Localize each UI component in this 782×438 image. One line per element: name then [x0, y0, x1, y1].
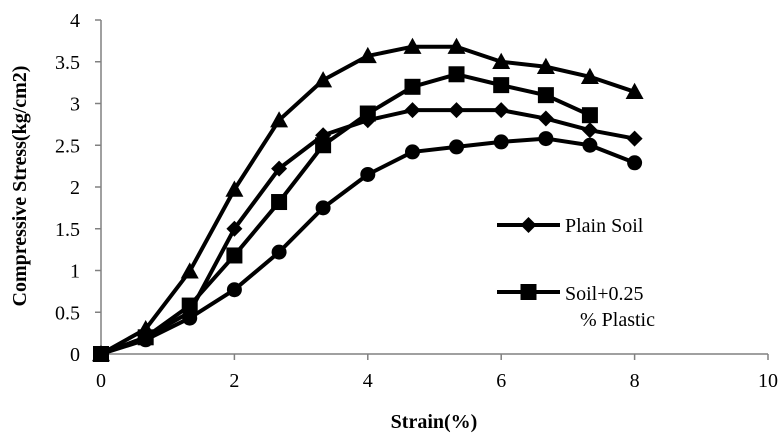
circle-marker [627, 155, 643, 171]
circle-marker [271, 244, 287, 260]
triangle-marker [180, 262, 199, 279]
legend: Plain Soil Soil+0.25 % Plastic [497, 215, 655, 331]
circle-marker [182, 310, 198, 326]
triangle-marker [314, 71, 333, 88]
triangle-marker [136, 319, 155, 337]
triangle-marker [403, 37, 422, 54]
legend-label-line: Soil+0.25 [565, 283, 644, 305]
circle-marker [360, 166, 376, 182]
y-tick-label: 0.5 [55, 302, 80, 324]
triangle-marker [580, 67, 599, 84]
series-line [99, 72, 592, 356]
diamond-marker [493, 102, 510, 119]
square-marker [271, 194, 288, 211]
series-layer [92, 37, 644, 362]
square-marker [520, 284, 537, 300]
square-marker [359, 105, 376, 122]
y-tick-label: 3.5 [55, 52, 80, 74]
circle-marker [449, 139, 465, 155]
y-tick-label: 2.5 [55, 135, 80, 157]
diamond-marker [448, 102, 465, 119]
circle-marker [538, 131, 554, 147]
diamond-marker [581, 122, 598, 139]
diamond-marker [271, 160, 288, 177]
circle-marker [404, 144, 420, 160]
diamond-marker [537, 110, 554, 127]
y-tick-label: 4 [70, 10, 80, 32]
y-tick-label: 3 [70, 94, 80, 116]
y-axis: 0 0.5 1 1.5 2 2.5 3 3.5 4 [55, 10, 102, 366]
legend-label: Soil+0.25 % Plastic [565, 283, 655, 331]
triangle-marker [270, 111, 289, 128]
series-square [93, 66, 598, 362]
series-line [99, 44, 637, 356]
square-marker [581, 107, 598, 124]
circle-marker [93, 346, 109, 362]
legend-item: Plain Soil [497, 215, 644, 237]
y-tick-label: 0 [70, 344, 80, 366]
x-tick-label: 4 [363, 370, 373, 392]
diamond-marker [404, 102, 421, 119]
square-marker [226, 247, 243, 264]
x-tick-label: 6 [496, 370, 506, 392]
square-marker [493, 77, 510, 94]
x-tick-label: 2 [229, 370, 239, 392]
triangle-marker [625, 82, 644, 100]
series-triangle [92, 37, 644, 362]
legend-label-line: Plain Soil [565, 215, 644, 237]
circle-marker [138, 332, 154, 348]
triangle-marker [447, 37, 466, 54]
legend-item: Soil+0.25 % Plastic [497, 283, 655, 331]
y-tick-label: 2 [70, 177, 80, 199]
series-circle [93, 131, 643, 362]
triangle-marker [225, 180, 244, 197]
x-axis-title: Strain(%) [391, 411, 478, 433]
x-tick-label: 8 [630, 370, 640, 392]
circle-marker [582, 137, 598, 153]
y-tick-label: 1 [70, 261, 80, 283]
triangle-marker [492, 52, 511, 69]
diamond-marker [626, 130, 643, 147]
square-marker [404, 78, 421, 95]
legend-label: Plain Soil [565, 215, 644, 237]
triangle-marker [536, 57, 555, 74]
circle-marker [493, 134, 509, 150]
circle-marker [315, 200, 331, 216]
y-tick-label: 1.5 [55, 219, 80, 241]
square-marker [181, 297, 198, 314]
legend-label-line: % Plastic [580, 309, 655, 331]
x-tick-label: 10 [758, 370, 778, 392]
diamond-marker [520, 217, 537, 233]
x-tick-label: 0 [96, 370, 106, 392]
triangle-marker [358, 46, 377, 64]
diamond-marker [226, 220, 243, 237]
square-marker [537, 87, 554, 104]
circle-marker [226, 282, 242, 298]
square-marker [448, 66, 465, 83]
y-axis-title: Compressive Stress(kg/cm2) [9, 66, 31, 307]
x-axis: 0 2 4 6 8 10 [96, 353, 778, 392]
series-line [99, 108, 637, 356]
square-marker [315, 137, 332, 154]
